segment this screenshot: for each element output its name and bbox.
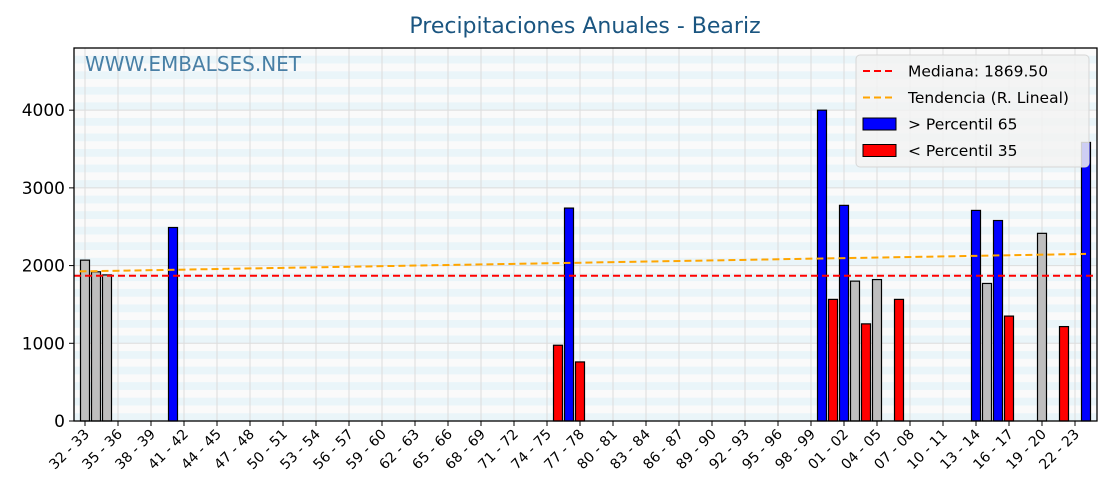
bar-75-76 [552, 344, 564, 422]
legend-label: Mediana: 1869.50 [908, 63, 1048, 81]
trend-line [79, 252, 1087, 273]
bar-40-41 [167, 226, 179, 422]
background-stripe [74, 226, 1097, 235]
legend: Mediana: 1869.50 Tendencia (R. Lineal) > … [855, 54, 1090, 168]
legend-label: > Percentil 65 [908, 116, 1018, 134]
bar-15-16 [992, 219, 1004, 422]
background-stripe [74, 133, 1097, 142]
background-stripe [74, 273, 1097, 282]
background-stripe [74, 288, 1097, 297]
legend-label: Tendencia (R. Lineal) [907, 89, 1069, 107]
y-tick-label: 1000 [22, 334, 65, 354]
background-stripe [74, 149, 1097, 157]
bar-04-05 [871, 278, 883, 422]
y-tick-label: 3000 [22, 179, 65, 199]
bar-34-35 [101, 274, 113, 422]
background-stripe [74, 413, 1097, 421]
background-stripe [74, 102, 1097, 111]
bar-13-14 [970, 209, 982, 422]
watermark: WWW.EMBALSES.NET [85, 52, 302, 76]
bar-76-77 [563, 207, 575, 422]
background-stripe [74, 117, 1097, 126]
background-stripe [74, 164, 1097, 173]
background-stripe [74, 319, 1097, 328]
background-stripe [74, 335, 1097, 344]
bar-33-34 [90, 271, 102, 422]
bar-99-00 [816, 109, 828, 422]
background-stripe [74, 55, 1097, 64]
legend-label: < Percentil 35 [908, 142, 1018, 160]
background-stripe [74, 180, 1097, 188]
legend-box [855, 54, 1090, 168]
bar-21-22 [1058, 325, 1070, 422]
bar-19-20 [1036, 232, 1048, 422]
y-tick-label: 2000 [22, 257, 65, 277]
bar-02-03 [849, 280, 861, 422]
y-tick-label: 0 [54, 412, 65, 432]
bar-32-33 [79, 259, 91, 422]
bar-16-17 [1003, 315, 1015, 422]
legend-swatch-patch [862, 117, 897, 131]
background-stripe [74, 351, 1097, 359]
y-tick-label: 4000 [22, 101, 65, 121]
bar-01-02 [838, 204, 850, 422]
bar-77-78 [574, 361, 586, 422]
background-stripe [74, 382, 1097, 390]
background-stripe [74, 86, 1097, 95]
chart-title: Precipitaciones Anuales - Beariz [409, 14, 760, 39]
legend-swatch-patch [862, 144, 897, 157]
background-stripe [74, 195, 1097, 204]
background-stripe [74, 366, 1097, 375]
bar-23-24 [1080, 141, 1092, 422]
background-stripe [74, 397, 1097, 406]
bar-14-15 [981, 282, 993, 422]
background-stripe [74, 211, 1097, 219]
axes-frame [73, 47, 1098, 422]
background-stripe [74, 304, 1097, 313]
bar-03-04 [860, 323, 872, 422]
background-stripe [74, 71, 1097, 80]
bar-00-01 [827, 298, 839, 422]
background-stripe [74, 242, 1097, 251]
bar-06-07 [893, 298, 905, 422]
